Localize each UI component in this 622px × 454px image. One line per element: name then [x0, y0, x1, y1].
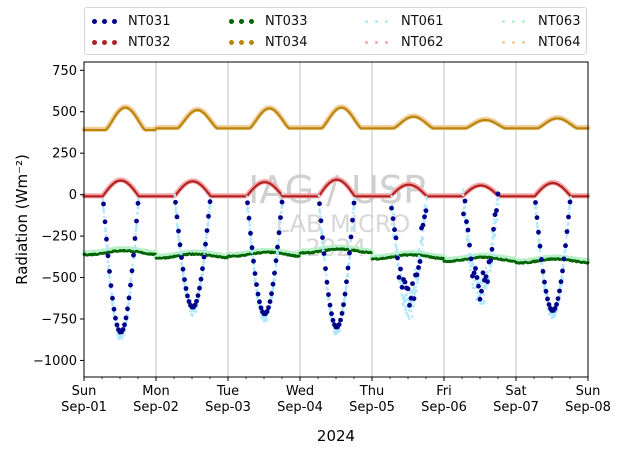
watermark-subtitle: LAB MICRO	[276, 210, 411, 238]
